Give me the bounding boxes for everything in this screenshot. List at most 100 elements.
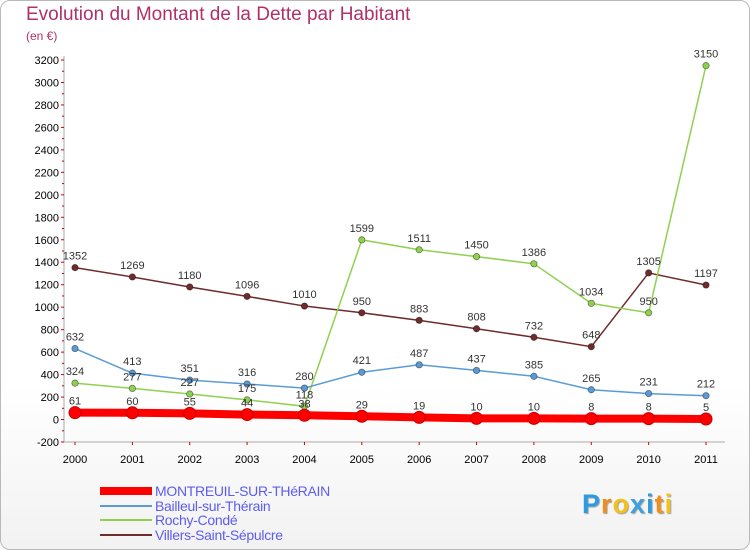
legend-swatch <box>100 504 152 507</box>
legend-swatch <box>100 519 152 522</box>
series-3 <box>71 264 710 351</box>
logo-letter: P <box>582 489 602 519</box>
data-point <box>358 309 366 317</box>
data-label: 1450 <box>464 240 488 252</box>
legend-label: Bailleul-sur-Thérain <box>155 497 271 514</box>
data-point <box>645 389 653 398</box>
data-label: 1305 <box>636 256 660 268</box>
data-label: 732 <box>525 320 543 332</box>
data-label: 1197 <box>694 268 718 280</box>
series-line <box>74 266 707 348</box>
x-tick-label: 2001 <box>120 454 144 466</box>
data-label: 10 <box>470 401 482 413</box>
y-tick-label: 1200 <box>35 280 59 292</box>
data-label: 10 <box>528 401 540 413</box>
data-point <box>530 333 538 341</box>
data-label: 1034 <box>579 286 603 298</box>
y-axis-unit: (en €) <box>26 29 58 43</box>
data-point <box>71 379 79 387</box>
data-point <box>699 412 713 426</box>
data-point <box>472 325 481 333</box>
data-point <box>300 384 309 392</box>
data-label: 1269 <box>120 260 144 272</box>
legend-swatch <box>100 487 152 496</box>
x-tick-label: 2006 <box>407 454 431 466</box>
x-tick-label: 2003 <box>235 454 259 466</box>
data-point <box>702 281 710 289</box>
legend-label: Rochy-Condé <box>155 512 238 529</box>
data-label: 3150 <box>694 49 718 61</box>
data-point <box>297 408 311 422</box>
data-point <box>358 236 366 244</box>
data-label: 808 <box>467 312 485 324</box>
data-point <box>183 406 197 420</box>
y-tick-label: 1400 <box>35 257 59 269</box>
data-point <box>128 273 136 281</box>
x-tick-label: 2011 <box>694 454 718 466</box>
data-label: 316 <box>238 367 256 379</box>
y-tick-label: 2200 <box>35 167 59 179</box>
data-label: 437 <box>467 353 485 365</box>
data-point <box>415 361 423 369</box>
x-tick-label: 2008 <box>522 454 546 466</box>
data-label: 648 <box>582 330 600 342</box>
logo-letter: r <box>601 489 613 519</box>
series-0 <box>68 406 713 426</box>
data-point <box>587 343 595 351</box>
y-tick-label: 1000 <box>35 302 59 314</box>
data-label: 60 <box>126 396 138 408</box>
y-tick-label: 2400 <box>35 145 59 157</box>
data-label: 1096 <box>235 279 259 291</box>
data-point <box>472 253 481 261</box>
data-point <box>358 368 366 376</box>
data-point <box>587 299 595 307</box>
data-label: 280 <box>295 371 313 383</box>
data-label: 1386 <box>522 247 546 259</box>
y-tick-label: 2000 <box>35 190 59 202</box>
data-point <box>472 366 481 375</box>
series-layer <box>68 62 713 426</box>
y-tick-label: 1800 <box>35 212 59 224</box>
logo-letter: t <box>654 489 665 519</box>
x-tick-label: 2002 <box>177 454 201 466</box>
data-point <box>702 62 710 70</box>
data-point <box>584 412 598 426</box>
data-point <box>415 316 423 324</box>
data-point <box>240 408 254 422</box>
x-tick-label: 2000 <box>63 454 87 466</box>
data-point <box>645 309 653 317</box>
data-label: 632 <box>66 332 84 344</box>
y-tick-label: 1600 <box>35 235 59 247</box>
data-point <box>186 283 194 291</box>
logo-letter: i <box>664 489 674 519</box>
data-label: 227 <box>181 377 199 389</box>
data-point <box>702 392 710 400</box>
y-tick-label: 3200 <box>35 55 59 67</box>
data-label: 950 <box>639 296 657 308</box>
x-tick-label: 2010 <box>636 454 660 466</box>
data-label: 8 <box>588 402 594 414</box>
data-label: 38 <box>298 398 310 410</box>
y-tick-label: 3000 <box>35 77 59 89</box>
data-label: 8 <box>646 402 652 414</box>
data-label: 44 <box>241 398 253 410</box>
x-tick-label: 2005 <box>350 454 374 466</box>
x-tick-label: 2007 <box>464 454 488 466</box>
data-point <box>530 372 538 380</box>
data-label: 351 <box>181 363 199 375</box>
data-label: 1352 <box>63 251 87 263</box>
legend-swatch <box>100 533 152 536</box>
data-label: 61 <box>69 396 81 408</box>
data-point <box>355 409 369 423</box>
logo-letter: x <box>630 489 647 519</box>
y-tick-label: 600 <box>41 347 59 359</box>
legend-item: MONTREUIL-SUR-THéRAIN <box>100 484 330 499</box>
legend-item: Rochy-Condé <box>100 513 330 528</box>
x-tick-label: 2009 <box>579 454 603 466</box>
x-tick-label: 2004 <box>292 454 316 466</box>
data-point <box>125 406 139 420</box>
axes: -200 0 200 400 600 800 1000 1200 1400 1600 1800 200… <box>35 55 725 466</box>
data-label: 950 <box>353 296 371 308</box>
y-tick-label: 800 <box>41 325 59 337</box>
data-point <box>186 390 194 398</box>
